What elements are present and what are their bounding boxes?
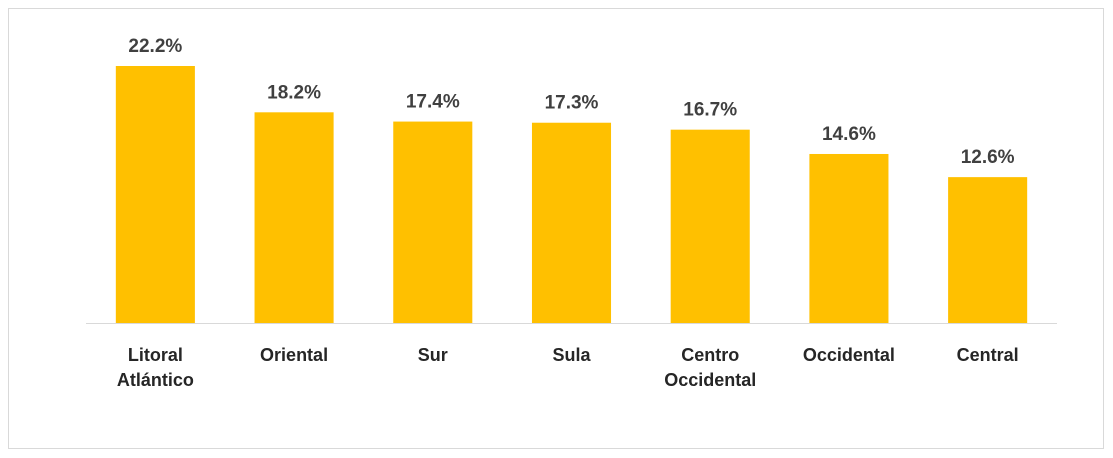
x-tick-label: Centro Occidental: [664, 345, 757, 390]
x-tick-label: Sur: [417, 345, 448, 365]
value-label: 18.2%: [267, 82, 321, 103]
bar: [948, 177, 1028, 323]
value-label: 17.3%: [545, 93, 599, 114]
bar: [254, 112, 334, 323]
x-tick-label: Occidental: [802, 345, 895, 365]
bar: [531, 122, 612, 324]
value-label: 16.7%: [683, 100, 737, 121]
value-label: 12.6%: [961, 147, 1015, 168]
chart-frame: [8, 8, 1104, 449]
x-tick-label: Oriental: [260, 345, 329, 365]
value-label: 22.2%: [128, 36, 182, 57]
x-tick-label: Central: [956, 345, 1019, 365]
bar: [115, 66, 195, 323]
value-label: 17.4%: [406, 92, 460, 113]
x-tick-label: Litoral Atlántico: [116, 345, 194, 390]
bar: [670, 129, 750, 323]
bar: [393, 121, 473, 323]
value-label: 14.6%: [822, 124, 876, 145]
x-tick-label: Sula: [552, 345, 591, 365]
bar: [809, 153, 889, 323]
